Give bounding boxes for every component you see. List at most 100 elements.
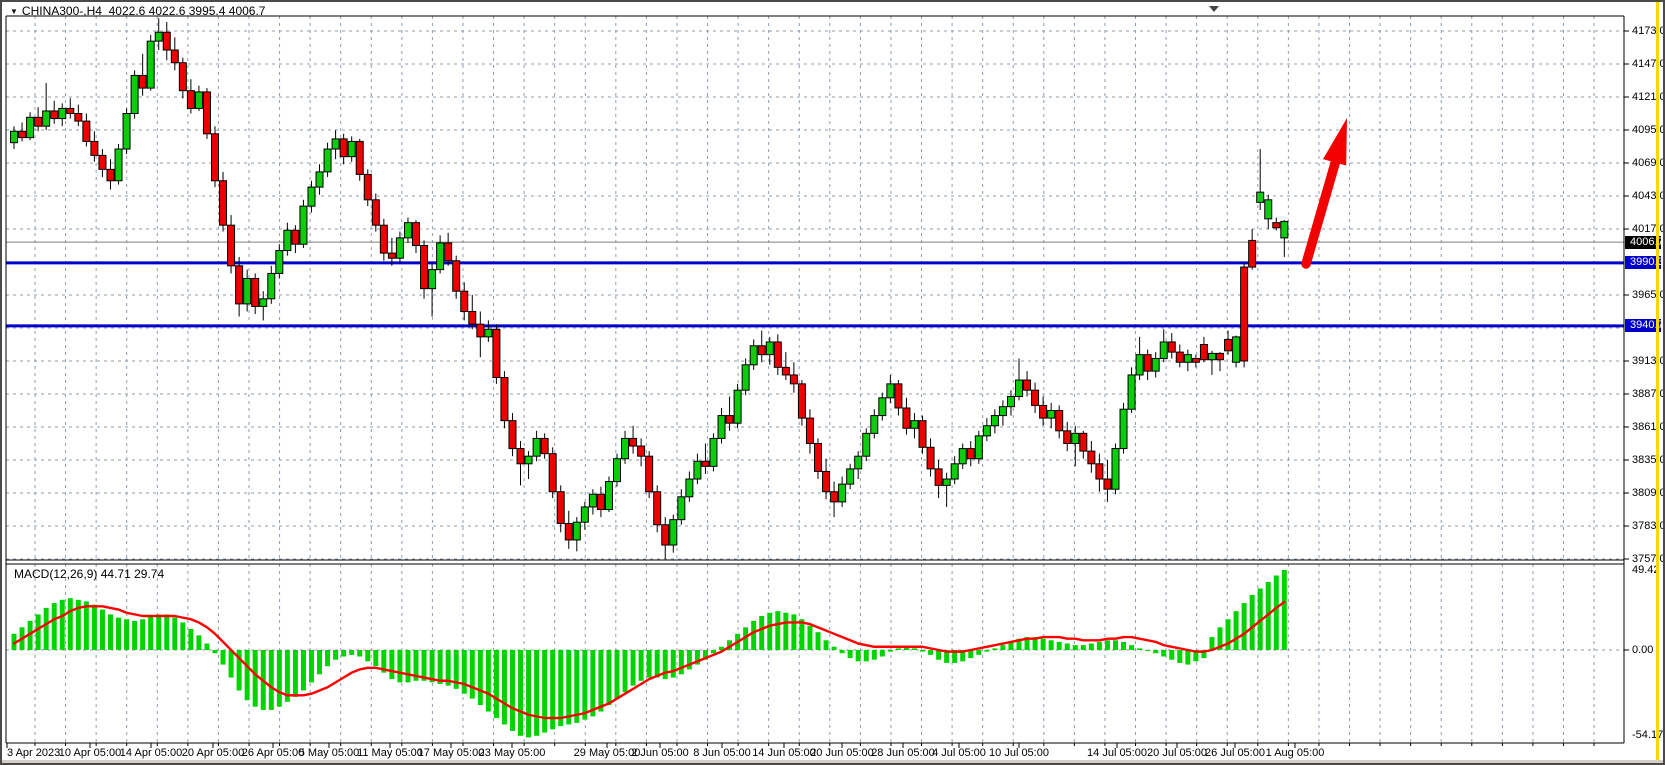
candle-body xyxy=(966,448,975,460)
macd-histogram-bar xyxy=(590,650,596,717)
symbol-dropdown-icon[interactable]: ▼ xyxy=(10,7,18,16)
macd-histogram-bar xyxy=(887,650,893,652)
macd-histogram-bar xyxy=(1056,641,1062,650)
macd-histogram-bar xyxy=(292,650,298,697)
macd-histogram-bar xyxy=(952,650,958,663)
time-axis-label: 14 Jul 05:00 xyxy=(1087,747,1147,759)
macd-histogram-bar xyxy=(59,599,65,650)
trend-arrow-head[interactable] xyxy=(1323,118,1347,166)
candle-body xyxy=(822,470,831,493)
ohlc-low: 3995.4 xyxy=(188,4,226,18)
macd-histogram-bar xyxy=(526,650,532,738)
macd-histogram-bar xyxy=(236,650,242,691)
macd-histogram-bar xyxy=(188,628,194,650)
trend-arrow-shaft[interactable] xyxy=(1301,155,1341,269)
macd-axis-label: 49.42 xyxy=(1632,563,1660,576)
macd-histogram-bar xyxy=(35,614,41,650)
time-axis-label: 1 Aug 05:00 xyxy=(1265,747,1325,759)
candle-body xyxy=(693,460,702,480)
candle-body xyxy=(26,116,35,139)
candle-body xyxy=(114,148,123,182)
macd-histogram-bar xyxy=(1201,650,1207,659)
macd-histogram-bar xyxy=(710,650,716,654)
candle-body xyxy=(982,425,991,437)
macd-histogram-bar xyxy=(461,650,467,694)
macd-histogram-bar xyxy=(51,603,57,650)
macd-histogram-bar xyxy=(1016,638,1022,650)
macd-histogram-bar xyxy=(156,614,162,650)
time-axis-label: 29 May 05:00 xyxy=(573,747,641,759)
chart-shift-marker[interactable] xyxy=(1209,6,1219,12)
macd-histogram-bar xyxy=(509,650,515,731)
price-axis-label: 3913.0 xyxy=(1632,354,1665,367)
candle-body xyxy=(74,113,83,122)
macd-histogram-bar xyxy=(91,604,97,650)
candle-body xyxy=(814,443,822,472)
macd-histogram-bar xyxy=(477,650,483,706)
macd-histogram-bar xyxy=(300,650,306,691)
macd-histogram-bar xyxy=(1257,588,1263,650)
time-axis-label: 10 Jul 05:00 xyxy=(989,747,1049,759)
candle-body xyxy=(82,120,91,142)
chart-title: ▼ CHINA300-,H4 4022.6 4022.6 3995.4 4006.… xyxy=(10,4,265,18)
macd-histogram-bar xyxy=(719,646,725,650)
candle-body xyxy=(1183,354,1192,363)
macd-histogram-bar xyxy=(1032,637,1038,650)
time-axis-label: 5 May 05:00 xyxy=(298,747,360,759)
candle-body xyxy=(355,140,364,175)
time-axis-label: 23 May 05:00 xyxy=(478,747,546,759)
time-axis-label: 8 Jun 05:00 xyxy=(693,747,751,759)
candle-body xyxy=(444,242,453,262)
resistance-level-label: 3990.3 xyxy=(1625,256,1663,270)
candle-body xyxy=(1191,357,1200,363)
macd-histogram-bar xyxy=(984,650,990,652)
candle-body xyxy=(733,389,742,424)
candle-body xyxy=(34,116,43,127)
macd-histogram-bar xyxy=(751,620,757,650)
candle-body xyxy=(685,478,694,498)
time-axis-label: 14 Jun 05:00 xyxy=(752,747,816,759)
candle-body xyxy=(18,130,27,139)
price-axis-label: 4043.0 xyxy=(1632,189,1665,202)
bid-price-label: 4006.7 xyxy=(1625,235,1663,249)
macd-histogram-bar xyxy=(823,640,829,650)
macd-histogram-bar xyxy=(992,648,998,650)
candle-body xyxy=(669,519,678,546)
macd-histogram-bar xyxy=(1281,570,1287,650)
candle-body xyxy=(178,62,187,92)
price-axis-label: 4173.0 xyxy=(1632,24,1665,37)
macd-histogram-bar xyxy=(27,620,33,650)
candle-body xyxy=(1207,352,1216,361)
candle-body xyxy=(1006,396,1015,408)
candle-body xyxy=(1015,379,1023,398)
macd-histogram-bar xyxy=(164,614,170,650)
candle-body xyxy=(950,463,959,480)
candle-body xyxy=(154,31,163,42)
macd-histogram-bar xyxy=(895,648,901,650)
price-axis-label: 4069.0 xyxy=(1632,156,1665,169)
macd-histogram-bar xyxy=(132,620,138,650)
macd-histogram-bar xyxy=(357,650,363,657)
price-axis-label: 3757.0 xyxy=(1632,552,1665,565)
macd-histogram-bar xyxy=(1072,645,1078,650)
candle-body xyxy=(910,420,919,429)
candle-body xyxy=(1280,220,1289,239)
macd-histogram-bar xyxy=(871,650,877,660)
macd-histogram-bar xyxy=(413,650,419,681)
candle-body xyxy=(878,397,887,417)
candle-body xyxy=(1071,432,1080,445)
time-axis-label: 17 May 05:00 xyxy=(417,747,485,759)
candle-body xyxy=(1199,344,1208,361)
window-bottom-strip xyxy=(2,760,1663,763)
macd-histogram-bar xyxy=(284,650,290,702)
candle-body xyxy=(789,374,798,385)
macd-histogram-bar xyxy=(678,650,684,675)
candle-body xyxy=(781,366,790,376)
candle-body xyxy=(974,435,983,460)
macd-histogram-bar xyxy=(116,617,122,650)
macd-histogram-bar xyxy=(67,598,73,650)
candle-body xyxy=(291,229,300,245)
candle-body xyxy=(307,186,316,207)
candle-body xyxy=(299,205,308,245)
